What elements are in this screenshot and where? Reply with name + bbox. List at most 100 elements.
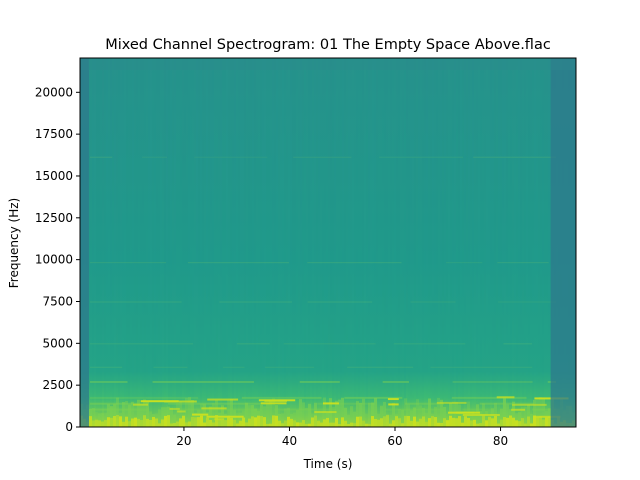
low-energy-cell	[416, 399, 419, 427]
time-stripe	[148, 58, 150, 427]
peak-energy-cell	[143, 415, 146, 427]
peak-energy-cell	[275, 415, 278, 427]
time-stripe	[478, 58, 480, 427]
low-energy-cell	[338, 399, 341, 427]
peak-energy-cell	[497, 423, 500, 427]
time-stripe	[228, 58, 230, 427]
peak-energy-cell	[137, 418, 140, 427]
peak-energy-cell	[428, 418, 431, 427]
peak-energy-cell	[464, 416, 467, 427]
time-stripe	[156, 58, 158, 427]
melody-segment	[448, 411, 480, 414]
time-stripe	[498, 58, 500, 427]
peak-energy-cell	[215, 415, 218, 427]
time-stripe	[130, 58, 132, 427]
low-energy-cell	[320, 411, 323, 427]
peak-energy-cell	[413, 416, 416, 427]
time-stripe	[334, 58, 336, 427]
time-stripe	[520, 58, 522, 427]
time-stripe	[204, 58, 206, 427]
low-energy-cell	[500, 408, 503, 427]
peak-energy-cell	[404, 415, 407, 427]
time-stripe	[356, 58, 358, 427]
harmonic-line	[532, 408, 556, 411]
peak-energy-cell	[455, 418, 458, 427]
low-energy-cell	[536, 399, 539, 427]
peak-energy-cell	[257, 415, 260, 427]
time-stripe	[180, 58, 182, 427]
time-stripe	[94, 58, 96, 427]
low-energy-cell	[518, 412, 521, 427]
peak-energy-cell	[314, 415, 317, 427]
melody-segment	[512, 403, 547, 406]
y-axis: 0 2500 5000 7500 10000 12500 15000 17500 20000	[35, 85, 80, 434]
time-stripe	[254, 58, 256, 427]
low-energy-cell	[425, 412, 428, 427]
time-stripe	[410, 58, 412, 427]
time-stripe	[174, 58, 176, 427]
peak-energy-cell	[155, 418, 158, 427]
peak-energy-cell	[446, 420, 449, 427]
peak-energy-cell	[110, 417, 113, 427]
peak-energy-cell	[344, 420, 347, 427]
low-energy-cell	[161, 407, 164, 427]
melody-segment	[387, 398, 399, 401]
time-stripe	[330, 58, 332, 427]
harmonic-line	[90, 301, 182, 303]
peak-energy-cell	[371, 416, 374, 427]
low-energy-cell	[266, 402, 269, 427]
time-stripe	[372, 58, 374, 427]
melody-segment	[164, 400, 197, 403]
low-energy-cell	[521, 406, 524, 427]
y-tick-label: 10000	[35, 253, 73, 267]
time-stripe	[522, 58, 524, 427]
peak-energy-cell	[245, 422, 248, 427]
peak-energy-cell	[479, 423, 482, 427]
low-energy-cell	[233, 410, 236, 427]
time-stripe	[340, 58, 342, 427]
low-energy-cell	[176, 403, 179, 427]
low-energy-cell	[374, 397, 377, 427]
harmonic-line	[90, 156, 113, 158]
harmonic-line	[167, 402, 272, 405]
peak-energy-cell	[452, 417, 455, 427]
time-stripe	[452, 58, 454, 427]
time-stripe	[414, 58, 416, 427]
peak-energy-cell	[248, 418, 251, 427]
peak-energy-cell	[230, 417, 233, 427]
harmonic-line	[384, 408, 444, 411]
low-energy-cell	[269, 401, 272, 427]
low-energy-cell	[530, 414, 533, 427]
time-stripe	[272, 58, 274, 427]
peak-energy-cell	[326, 417, 329, 427]
low-energy-cell	[113, 403, 116, 427]
low-energy-cell	[308, 403, 311, 427]
melody-segment	[314, 411, 337, 414]
peak-energy-cell	[467, 417, 470, 427]
peak-energy-cell	[512, 417, 515, 427]
harmonic-line	[503, 343, 532, 345]
time-stripe	[530, 58, 532, 427]
time-stripe	[358, 58, 360, 427]
harmonic-line	[90, 402, 134, 405]
melody-segment	[462, 413, 500, 416]
time-stripe	[122, 58, 124, 427]
harmonic-line	[152, 380, 254, 383]
time-stripe	[300, 58, 302, 427]
low-energy-cell	[314, 402, 317, 427]
peak-energy-cell	[320, 422, 323, 427]
peak-energy-cell	[338, 423, 341, 427]
peak-energy-cell	[296, 422, 299, 427]
time-stripe	[90, 58, 92, 427]
time-stripe	[296, 58, 298, 427]
harmonic-line	[177, 408, 263, 411]
time-stripe	[368, 58, 370, 427]
peak-energy-cell	[290, 418, 293, 427]
peak-energy-cell	[173, 422, 176, 427]
time-stripe	[118, 58, 120, 427]
peak-energy-cell	[161, 419, 164, 427]
peak-energy-cell	[461, 422, 464, 427]
time-stripe	[332, 58, 334, 427]
peak-energy-cell	[191, 416, 194, 427]
low-energy-cell	[506, 404, 509, 427]
